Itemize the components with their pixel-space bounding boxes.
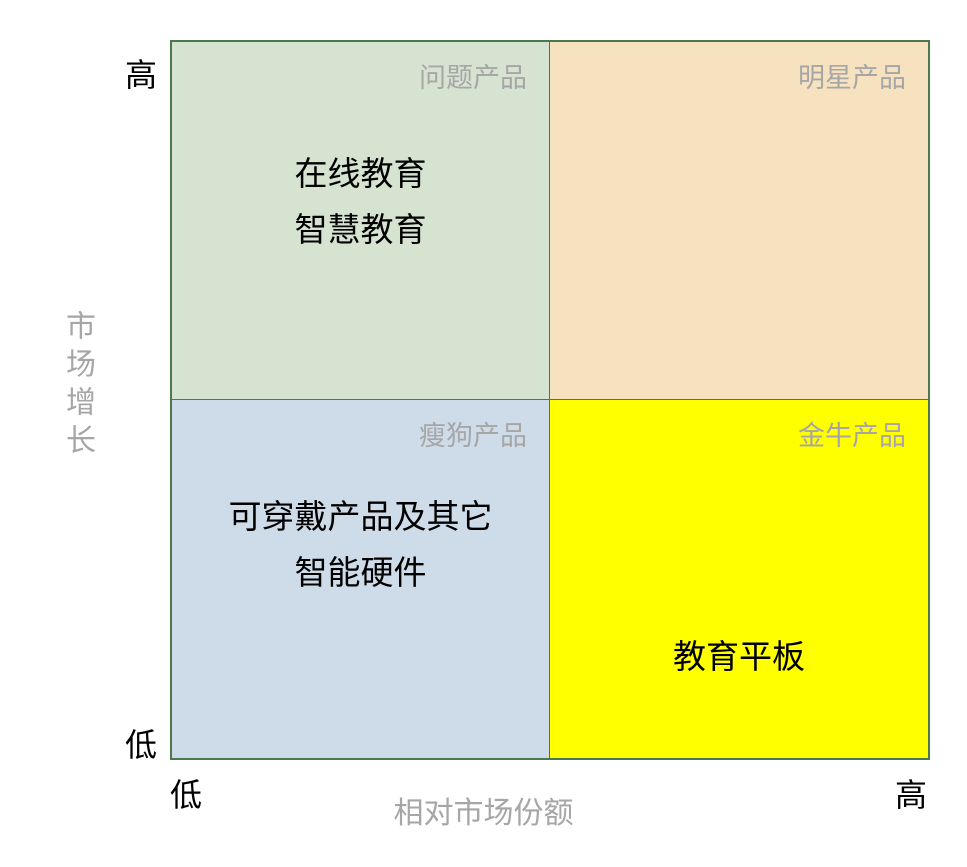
quadrant-cashcow: 金牛产品 教育平板 xyxy=(550,400,928,758)
content-line: 在线教育 xyxy=(295,157,427,193)
quadrant-content-cashcow: 教育平板 xyxy=(550,630,928,686)
quadrant-label-star: 明星产品 xyxy=(798,56,906,95)
quadrant-star: 明星产品 xyxy=(550,42,928,400)
y-axis-high: 高 xyxy=(125,50,157,96)
content-line: 教育平板 xyxy=(673,640,805,676)
y-axis-label: 市场增长 xyxy=(55,310,99,462)
quadrant-label-question: 问题产品 xyxy=(419,56,527,95)
x-axis-label: 相对市场份额 xyxy=(394,788,574,832)
y-axis-low: 低 xyxy=(125,720,157,766)
quadrant-question: 问题产品 在线教育 智慧教育 xyxy=(172,42,550,400)
bcg-matrix: 问题产品 在线教育 智慧教育 明星产品 瘦狗产品 可穿戴产品及其它 智能硬件 金… xyxy=(170,40,930,760)
bcg-matrix-container: 市场增长 高 低 问题产品 在线教育 智慧教育 明星产品 瘦狗产品 可穿戴产品及… xyxy=(30,30,937,837)
quadrant-label-dog: 瘦狗产品 xyxy=(419,414,527,453)
quadrant-dog: 瘦狗产品 可穿戴产品及其它 智能硬件 xyxy=(172,400,550,758)
quadrant-content-dog: 可穿戴产品及其它 智能硬件 xyxy=(172,490,549,602)
content-line: 可穿戴产品及其它 xyxy=(229,500,493,536)
quadrant-label-cashcow: 金牛产品 xyxy=(798,414,906,453)
content-line: 智能硬件 xyxy=(295,556,427,592)
content-line: 智慧教育 xyxy=(295,213,427,249)
x-axis-high: 高 xyxy=(895,770,927,816)
quadrant-content-question: 在线教育 智慧教育 xyxy=(172,147,549,259)
x-axis-low: 低 xyxy=(170,770,202,816)
